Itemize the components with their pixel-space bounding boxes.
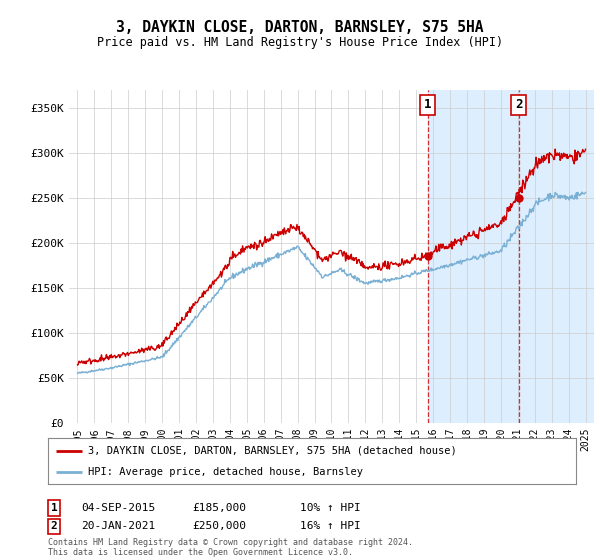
Text: Price paid vs. HM Land Registry's House Price Index (HPI): Price paid vs. HM Land Registry's House … bbox=[97, 36, 503, 49]
Bar bbox=[428, 90, 594, 423]
Text: £185,000: £185,000 bbox=[192, 503, 246, 513]
Text: 20-JAN-2021: 20-JAN-2021 bbox=[81, 521, 155, 531]
Text: 2: 2 bbox=[50, 521, 58, 531]
Text: HPI: Average price, detached house, Barnsley: HPI: Average price, detached house, Barn… bbox=[88, 467, 362, 477]
Text: 10% ↑ HPI: 10% ↑ HPI bbox=[300, 503, 361, 513]
Text: 3, DAYKIN CLOSE, DARTON, BARNSLEY, S75 5HA: 3, DAYKIN CLOSE, DARTON, BARNSLEY, S75 5… bbox=[116, 20, 484, 35]
Text: 2: 2 bbox=[515, 98, 523, 111]
Text: 16% ↑ HPI: 16% ↑ HPI bbox=[300, 521, 361, 531]
Text: £250,000: £250,000 bbox=[192, 521, 246, 531]
Text: 04-SEP-2015: 04-SEP-2015 bbox=[81, 503, 155, 513]
Text: 1: 1 bbox=[424, 98, 431, 111]
Text: 3, DAYKIN CLOSE, DARTON, BARNSLEY, S75 5HA (detached house): 3, DAYKIN CLOSE, DARTON, BARNSLEY, S75 5… bbox=[88, 446, 457, 456]
Text: 1: 1 bbox=[50, 503, 58, 513]
Text: Contains HM Land Registry data © Crown copyright and database right 2024.
This d: Contains HM Land Registry data © Crown c… bbox=[48, 538, 413, 557]
